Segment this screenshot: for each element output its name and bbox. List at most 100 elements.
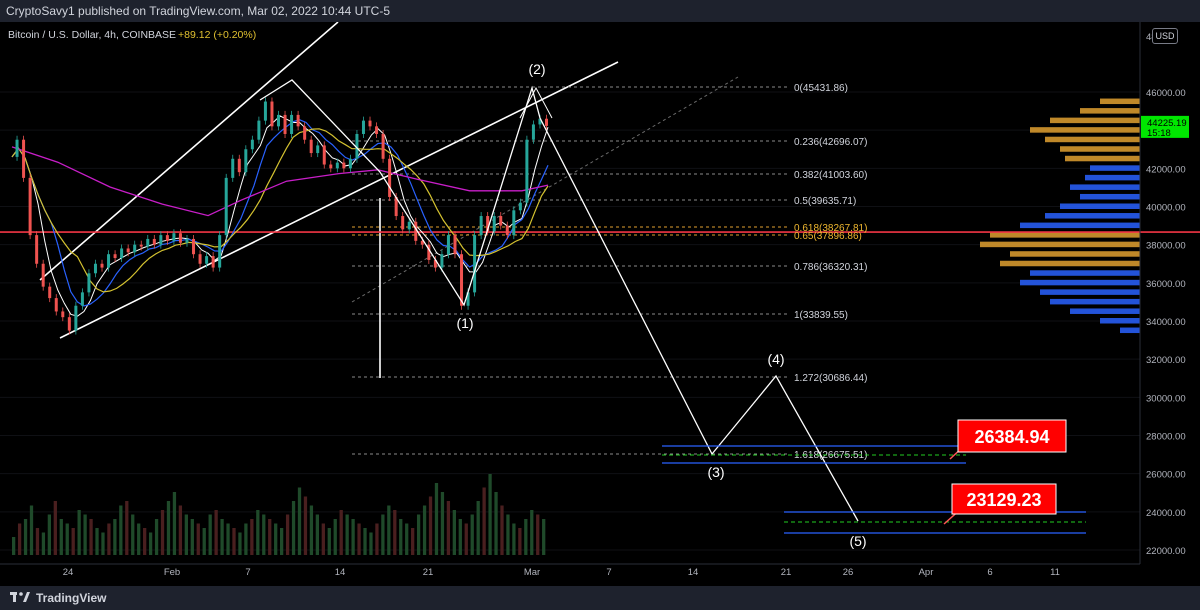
y-tick-label: 48 (1146, 32, 1157, 43)
volume-bar (107, 523, 111, 555)
last-price-label: 44225.19 (1147, 118, 1187, 129)
price-series (15, 97, 548, 335)
volume-bar (184, 514, 188, 555)
candle-body (152, 238, 156, 245)
volume-profile-row (1070, 308, 1140, 314)
volume-profile-row (1065, 155, 1140, 162)
volume-bar (309, 505, 314, 555)
volume-profile (980, 98, 1140, 334)
fib-level-label: 1(33839.55) (794, 310, 848, 321)
candle-body (263, 101, 267, 121)
wave-label: (1) (456, 315, 473, 331)
volume-bar (405, 523, 409, 555)
candle-body (113, 254, 117, 259)
volume-bar (280, 528, 284, 555)
volume-profile-row (1010, 251, 1140, 257)
candle-body (518, 202, 522, 211)
grid (0, 91, 1140, 551)
candle-body (381, 133, 385, 159)
candle-body (394, 196, 398, 217)
candle-body (499, 216, 503, 226)
candle-body (368, 120, 372, 127)
candle-body (335, 162, 339, 169)
target-2-label: 23129.23 (966, 490, 1041, 510)
candle-body (178, 233, 182, 243)
volume-bar (464, 523, 468, 555)
ma-blue-line (11, 119, 549, 307)
candle-body (427, 244, 431, 260)
candle-body (165, 235, 169, 241)
candle-body (505, 225, 509, 236)
candle-body (329, 164, 333, 169)
fib-level-label: 0(45431.86) (794, 83, 848, 94)
currency-button[interactable]: USD (1152, 28, 1178, 44)
volume-bar (518, 528, 522, 555)
volume-profile-row (1000, 260, 1140, 267)
candle-body (531, 124, 535, 140)
candle-body (407, 221, 411, 230)
x-tick-label: Mar (524, 567, 540, 578)
volume-bar (166, 501, 171, 555)
volume-bar (542, 519, 546, 555)
volume-bar (17, 523, 22, 555)
volume-bar (500, 505, 504, 555)
candle-body (420, 240, 424, 245)
candle-body (466, 292, 470, 306)
candle-body (35, 235, 39, 264)
y-tick-label: 34000.00 (1146, 317, 1186, 328)
volume-profile-row (1100, 318, 1140, 324)
volume-profile-row (1120, 327, 1140, 334)
candle-body (61, 311, 65, 318)
volume-bar (53, 501, 57, 555)
candle-body (244, 149, 248, 173)
candle-body (159, 235, 163, 245)
candle-body (185, 238, 189, 243)
fib-level-label: 0.5(39635.71) (794, 196, 856, 207)
x-tick-label: 21 (423, 567, 434, 578)
volume-bar (440, 492, 445, 555)
candle-body (277, 114, 280, 127)
candle-body (316, 145, 320, 154)
volume-bar (321, 523, 325, 555)
fib-level-label: 0.65(37896.86) (794, 231, 862, 242)
volume-bar (190, 519, 194, 555)
candle-body (146, 238, 150, 247)
y-tick-label: 46000.00 (1146, 88, 1186, 99)
candle-body (545, 118, 548, 126)
candle-body (361, 120, 365, 134)
volume-profile-row (1030, 270, 1140, 276)
target-2-box (951, 483, 1057, 515)
volume-bar (208, 514, 212, 555)
x-tick-label: 24 (63, 567, 74, 578)
volume-bar (291, 501, 296, 555)
volume-bar (47, 514, 52, 555)
volume-bar (154, 519, 159, 555)
candle-body (237, 158, 241, 173)
volume-bar (214, 510, 218, 555)
ma-yellow-line (11, 128, 549, 293)
candle-body (348, 158, 352, 169)
candle-body (283, 114, 287, 134)
volume-bar (506, 514, 510, 555)
fib-level-label: 0.236(42696.07) (794, 137, 867, 148)
symbol-change: +89.12 (+0.20%) (178, 29, 256, 41)
candle-body (479, 216, 483, 236)
volume-bar (399, 519, 403, 555)
volume-bar (387, 505, 391, 555)
volume-profile-row (1090, 165, 1140, 171)
volume-bar (482, 487, 486, 555)
wave-path-line (259, 79, 859, 522)
candle-body (41, 263, 45, 287)
candle-body (133, 244, 137, 253)
volume-bar (119, 505, 123, 555)
volume-bar (143, 528, 147, 555)
wave-label: (2) (528, 61, 545, 77)
candle-body (205, 256, 209, 264)
candle-body (93, 263, 97, 274)
last-price-countdown: 15:18 (1147, 128, 1171, 139)
fib-level-label: 0.618(38267.81) (794, 223, 867, 234)
candle-body (388, 158, 392, 197)
y-tick-label: 40000.00 (1146, 203, 1186, 214)
price-chart[interactable]: 0(45431.86) 0.236(42696.07) 0.382(41003.60… (0, 22, 1200, 586)
volume-bar (137, 523, 141, 555)
